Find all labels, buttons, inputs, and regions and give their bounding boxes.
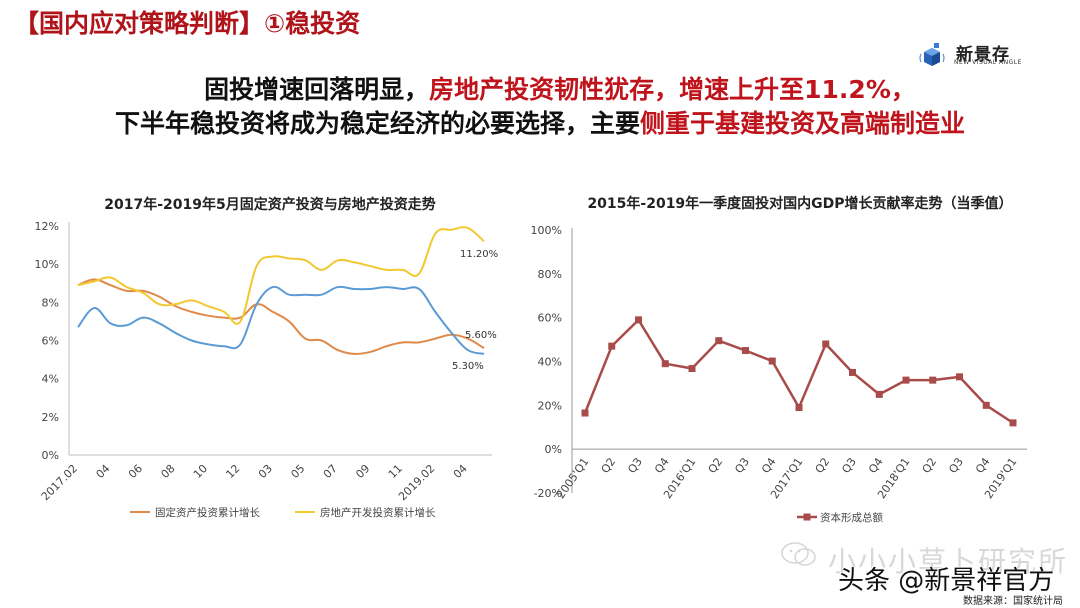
headline-1-black: 固投增速回落明显， — [204, 75, 430, 104]
square-marker-icon — [581, 409, 589, 417]
headline-line-1: 固投增速回落明显，房地产投资韧性犹存，增速上升至11.2%， — [20, 70, 1080, 106]
x-tick-label: Q4 — [973, 455, 993, 475]
square-marker-icon — [956, 373, 963, 381]
y-tick-label: 4% — [42, 373, 59, 386]
cube-logo-icon — [919, 43, 945, 66]
headline-1-red: 房地产投资韧性犹存，增速上升至11.2%， — [429, 75, 916, 104]
x-tick-label: Q3 — [625, 455, 645, 475]
x-tick-label: Q2 — [920, 455, 940, 475]
square-marker-icon — [715, 337, 723, 345]
logo-subtitle: NEW VISUAL ANGLE — [954, 59, 1022, 66]
square-marker-icon — [1009, 419, 1017, 427]
y-tick-label: 8% — [42, 296, 59, 309]
y-tick-label: 100% — [531, 224, 562, 237]
wechat-watermark-icon — [781, 542, 816, 566]
x-tick-label: Q4 — [866, 455, 886, 475]
annotation-11-2: 11.20% — [460, 249, 498, 260]
y-tick-label: 80% — [538, 268, 562, 281]
y-tick-label: 2% — [42, 411, 59, 424]
logo-name: 新景存 — [956, 45, 1010, 65]
square-marker-icon — [902, 376, 910, 384]
x-tick-label: Q2 — [813, 455, 833, 475]
x-tick-label: Q3 — [839, 455, 859, 475]
x-tick-label: Q2 — [706, 455, 726, 475]
series-line-2 — [77, 285, 485, 355]
square-marker-icon — [688, 365, 696, 373]
headline-line-2: 下半年稳投资将成为稳定经济的必要选择，主要侧重于基建投资及高端制造业 — [0, 104, 1080, 140]
toutiao-handle: 头条 @新景祥官方 — [838, 566, 1055, 596]
y-tick-label: 6% — [42, 335, 59, 348]
headline-2-red: 侧重于基建投资及高端制造业 — [640, 109, 966, 138]
y-tick-label: 0% — [545, 443, 562, 456]
series-line-1 — [77, 226, 485, 325]
legend-label-real-estate: 房地产开发投资累计增长 — [320, 506, 436, 519]
square-marker-icon — [822, 340, 830, 348]
square-marker-icon — [742, 347, 749, 355]
brand-logo: 新景存 NEW VISUAL ANGLE — [918, 40, 1038, 70]
x-tick-label: Q4 — [652, 455, 672, 475]
square-marker-icon — [635, 316, 642, 324]
slide-title: 【国内应对策略判断】①稳投资 — [14, 9, 361, 38]
square-marker-icon — [982, 401, 990, 409]
annotation-5-3: 5.30% — [452, 361, 484, 372]
square-marker-icon — [608, 342, 616, 350]
y-tick-label: 40% — [538, 356, 562, 369]
x-tick-label: 2005'Q1 — [554, 455, 591, 501]
x-tick-label: Q3 — [946, 455, 966, 475]
right-chart-title: 2015年-2019年一季度固投对国内GDP增长贡献率走势（当季值） — [587, 196, 1013, 212]
legend-marker-icon — [803, 513, 811, 521]
y-tick-label: 0% — [42, 449, 59, 462]
series-line-0 — [77, 278, 485, 355]
legend-label-fixed-asset: 固定资产投资累计增长 — [155, 506, 260, 519]
data-source: 数据来源：国家统计局 — [963, 596, 1063, 607]
square-marker-icon — [875, 390, 883, 398]
square-marker-icon — [849, 368, 856, 376]
left-chart-title: 2017年-2019年5月固定资产投资与房地产投资走势 — [104, 197, 436, 213]
y-tick-label: 20% — [538, 399, 562, 412]
square-marker-icon — [768, 357, 776, 365]
square-marker-icon — [929, 376, 937, 384]
y-tick-label: 60% — [538, 312, 562, 325]
x-tick-label: Q4 — [759, 455, 779, 475]
annotation-5-6: 5.60% — [465, 330, 497, 341]
square-marker-icon — [661, 360, 669, 368]
x-tick-label: Q3 — [732, 455, 752, 475]
y-tick-label: 12% — [35, 220, 59, 233]
y-tick-label: -20% — [534, 487, 562, 500]
square-marker-icon — [795, 404, 803, 412]
legend-label-capital: 资本形成总额 — [820, 511, 883, 524]
x-tick-label: Q2 — [599, 455, 619, 475]
headline-2-black: 下半年稳投资将成为稳定经济的必要选择，主要 — [114, 109, 640, 138]
y-tick-label: 10% — [35, 258, 59, 271]
watermark-text: 小小小草卜研究所 — [828, 545, 1069, 578]
